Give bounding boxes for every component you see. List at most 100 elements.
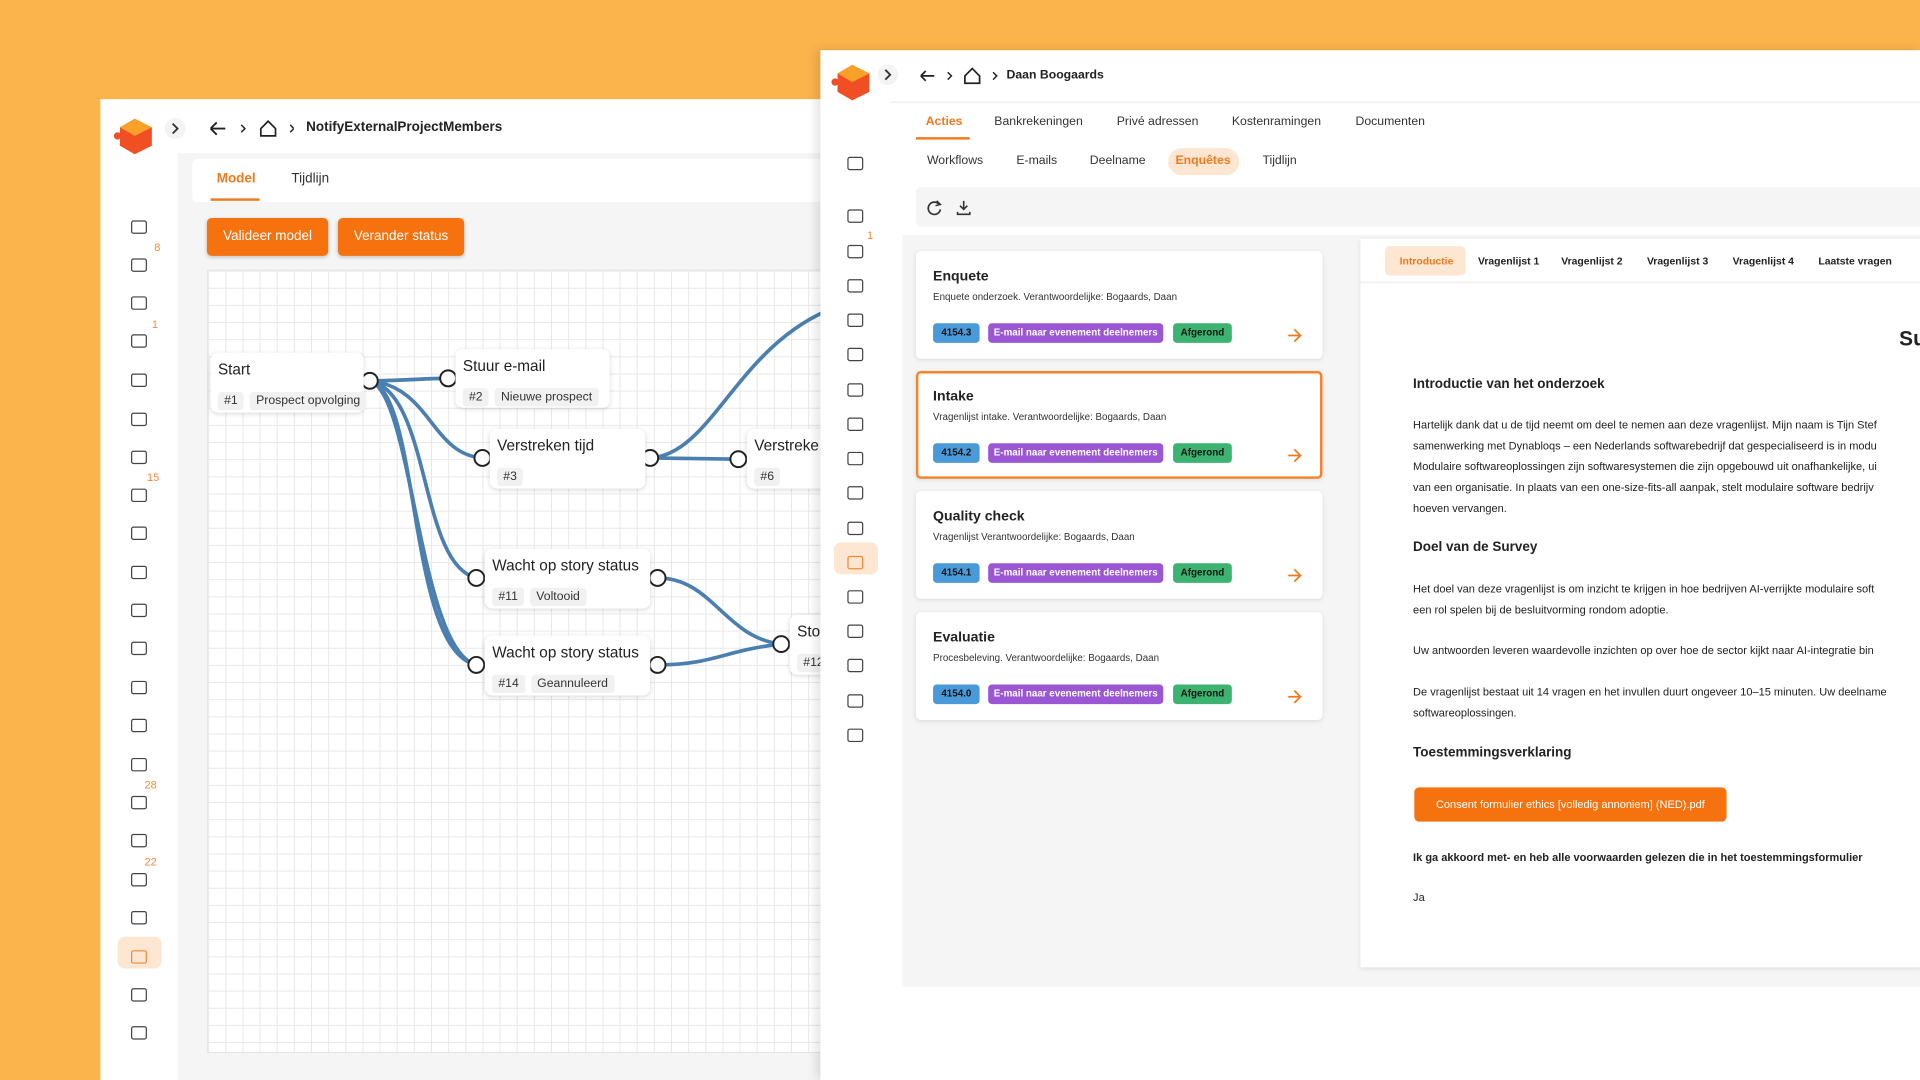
tab[interactable]: Acties <box>925 115 963 129</box>
sidebar-icon[interactable] <box>847 209 864 223</box>
sidebar-icon[interactable] <box>847 279 864 293</box>
sidebar-icon[interactable] <box>847 451 864 466</box>
sidebar-icon[interactable] <box>847 383 864 397</box>
paragraph-line: De vragenlijst bestaat uit 14 vragen en … <box>1413 685 1887 698</box>
survey-tab[interactable]: Vragenlijst 3 <box>1646 254 1709 267</box>
tab[interactable]: Kostenramingen <box>1231 115 1322 129</box>
subtab[interactable]: Workflows <box>926 154 984 168</box>
sidebar-icon[interactable] <box>847 728 864 743</box>
node-id: #2 <box>462 388 489 407</box>
left-window: NotifyExternalProjectMembers <box>100 99 860 1080</box>
sidebar-icon[interactable] <box>131 258 147 272</box>
node-title: Sto <box>797 623 821 641</box>
survey-card[interactable]: Quality check Vragenlijst Verantwoordelij… <box>915 491 1323 599</box>
open-arrow[interactable] <box>1287 447 1302 463</box>
sidebar-icon[interactable] <box>847 347 864 362</box>
sidebar-icon[interactable] <box>847 590 864 604</box>
workflow-node[interactable]: Wacht op story status #14 Geannuleerd <box>484 635 651 696</box>
sidebar-icon[interactable] <box>131 833 147 848</box>
status-chip: Afgerond <box>1173 443 1232 463</box>
survey-card[interactable]: Intake Vragenlijst intake. Verantwoordeli… <box>915 371 1323 479</box>
open-arrow[interactable] <box>1287 327 1302 343</box>
sidebar-icon[interactable] <box>131 718 147 733</box>
survey-card[interactable]: Evaluatie Procesbeleving. Verantwoordelij… <box>915 612 1323 720</box>
sidebar-icon[interactable] <box>131 526 147 540</box>
sidebar-icon[interactable] <box>131 373 147 387</box>
survey-card[interactable]: Enquete Enquete onderzoek. Verantwoordeli… <box>915 251 1323 359</box>
survey-tab[interactable]: Vragenlijst 4 <box>1732 254 1794 267</box>
arrow-icon <box>1288 328 1302 343</box>
sidebar-icon[interactable] <box>847 694 864 708</box>
arrow-icon <box>1288 568 1302 583</box>
sidebar-icon[interactable] <box>131 220 147 234</box>
node-tags: #6 <box>754 464 786 487</box>
survey-tab[interactable]: Laatste vragen <box>1818 254 1892 267</box>
sidebar-icon[interactable] <box>131 603 147 618</box>
sidebar-icon[interactable] <box>847 156 864 171</box>
sidebar-icon[interactable] <box>131 950 147 964</box>
sidebar-icon[interactable] <box>131 1026 147 1040</box>
open-arrow[interactable] <box>1287 567 1302 583</box>
survey-tab[interactable]: Vragenlijst 1 <box>1477 254 1540 267</box>
button[interactable]: Valideer model <box>206 217 329 256</box>
tab-bar <box>192 159 854 203</box>
divider <box>890 101 1920 103</box>
sidebar-icon[interactable] <box>131 680 147 695</box>
status-chip: Afgerond <box>1173 684 1232 705</box>
sidebar-icon[interactable] <box>847 486 864 500</box>
open-arrow[interactable] <box>1287 688 1302 704</box>
sidebar-icon[interactable] <box>847 624 864 638</box>
survey-tab[interactable]: Introductie <box>1399 254 1454 267</box>
node-title: Verstreken tijd <box>497 437 595 455</box>
expand-button[interactable] <box>164 118 186 140</box>
paragraph-line: hoeven vervangen. <box>1413 502 1507 515</box>
tab[interactable]: Privé adressen <box>1116 115 1199 129</box>
toolbar-icons[interactable] <box>926 198 980 216</box>
consent-button[interactable]: Consent formulier ethics [volledig annon… <box>1414 787 1727 822</box>
expand-button[interactable] <box>877 64 899 86</box>
sidebar-icon[interactable] <box>847 417 864 432</box>
sidebar-icon[interactable] <box>131 988 147 1002</box>
subtab[interactable]: Tijdlijn <box>1262 154 1297 168</box>
survey-panel <box>1360 238 1920 968</box>
tab[interactable]: Tijdlijn <box>291 171 330 187</box>
sidebar-icon[interactable] <box>847 313 864 327</box>
button[interactable]: Verander status <box>337 217 465 256</box>
badge: 1 <box>866 228 874 242</box>
node-tags: #14 Geannuleerd <box>492 671 620 694</box>
sidebar-icon[interactable] <box>131 757 147 772</box>
paragraph-line: Uw antwoorden leveren waardevolle inzich… <box>1413 644 1874 657</box>
sidebar-icon[interactable] <box>847 658 864 673</box>
subtab[interactable]: E-mails <box>1016 154 1058 168</box>
node-title: Start <box>217 361 251 379</box>
workflow-node[interactable]: Start #1 Prospect opvolging <box>210 352 367 413</box>
subtab[interactable]: Deelname <box>1089 154 1146 168</box>
tab[interactable]: Documenten <box>1355 115 1425 129</box>
answer: Ja <box>1413 891 1425 904</box>
sidebar-icon[interactable] <box>131 795 147 810</box>
sidebar-icon[interactable] <box>131 296 147 310</box>
node-tags: #3 <box>497 464 529 487</box>
sidebar-icon[interactable] <box>131 488 147 503</box>
sidebar-icon[interactable] <box>131 911 147 925</box>
sidebar-icon[interactable] <box>131 565 147 580</box>
sidebar-icon[interactable] <box>847 244 864 259</box>
sidebar-icon[interactable] <box>131 334 147 348</box>
sidebar-icon[interactable] <box>847 555 864 570</box>
tab[interactable]: Model <box>216 171 256 187</box>
code-chip: 4154.3 <box>933 323 980 343</box>
sidebar-icon[interactable] <box>131 412 147 427</box>
sidebar-icon[interactable] <box>131 641 147 656</box>
workflow-node[interactable]: Wacht op story status #11 Voltooid <box>484 548 651 609</box>
sidebar-icon[interactable] <box>131 873 147 887</box>
workflow-node[interactable]: Stuur e-mail #2 Nieuwe prospect <box>455 348 610 408</box>
survey-tab[interactable]: Vragenlijst 2 <box>1561 254 1623 267</box>
sidebar-icon[interactable] <box>131 450 147 465</box>
node-tags: #11 Voltooid <box>492 584 592 607</box>
tab[interactable]: Bankrekeningen <box>994 115 1083 129</box>
sidebar-icon[interactable] <box>847 521 864 536</box>
subtab[interactable]: Enquêtes <box>1175 154 1231 168</box>
survey-tab-active-bg <box>1384 246 1466 276</box>
workflow-node[interactable]: Verstreken tijd #3 <box>489 428 646 489</box>
